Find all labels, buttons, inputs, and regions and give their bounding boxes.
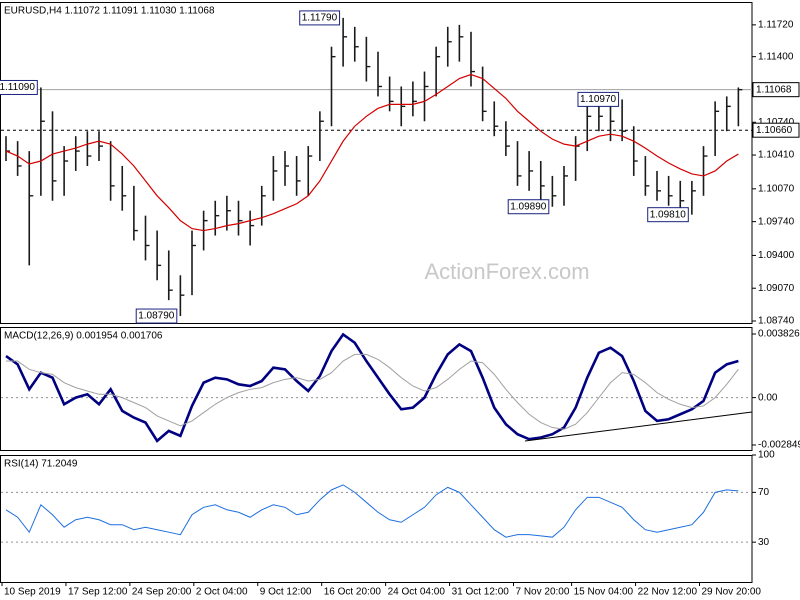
x-tick-label: 29 Nov 20:00 — [702, 587, 762, 598]
x-tick-label: 24 Oct 04:00 — [388, 587, 446, 598]
annotation-box — [647, 207, 689, 223]
annotation-label: 1.08790 — [138, 311, 175, 322]
panel-title: RSI(14) 71.2049 — [4, 459, 78, 470]
trendline — [524, 411, 753, 442]
price-level-box — [752, 122, 800, 138]
indicator-line — [5, 332, 739, 443]
annotation-box — [135, 308, 178, 324]
y-tick-label: 1.11400 — [758, 51, 794, 62]
panel-title: MACD(12,26,9) 0.001954 0.001706 — [4, 331, 163, 342]
panel-title: EURUSD,H4 1.11072 1.11091 1.11030 1.1106… — [4, 6, 215, 17]
y-tick-label: 1.09740 — [758, 216, 795, 227]
annotation-label: 1.11790 — [302, 13, 338, 24]
y-tick-label: 1.09070 — [758, 283, 795, 294]
y-tick-label: 70 — [758, 487, 770, 498]
x-tick-label: 9 Oct 12:00 — [260, 587, 312, 598]
x-tick-label: 24 Sep 20:00 — [132, 587, 192, 598]
moving-average — [5, 73, 739, 232]
plot-area: ActionForex.com 1.11090 1.08790 1.11790 1.09… — [0, 10, 752, 324]
x-tick-label: 31 Oct 12:00 — [452, 587, 510, 598]
plot-area — [1, 484, 752, 543]
y-tick-label: 30 — [758, 537, 770, 548]
price-level-box — [752, 82, 800, 98]
y-tick-label: 1.08740 — [758, 316, 795, 327]
x-tick-label: 16 Oct 20:00 — [324, 587, 382, 598]
y-tick-label: 1.10070 — [758, 183, 795, 194]
annotation-box — [299, 10, 341, 26]
panel-frame — [0, 455, 753, 583]
x-tick-label: 10 Sep 2019 — [4, 587, 61, 598]
x-tick-label: 7 Nov 20:00 — [516, 587, 570, 598]
price-level-label: 1.11068 — [756, 84, 792, 95]
annotation-label: 1.11090 — [0, 82, 35, 93]
indicator-line — [6, 353, 739, 430]
x-tick-label: 15 Nov 04:00 — [574, 587, 634, 598]
panel-frame — [0, 2, 753, 324]
y-tick-label: 1.10410 — [758, 150, 795, 161]
annotation-label: 1.09890 — [510, 201, 547, 212]
x-tick-label: 2 Oct 04:00 — [196, 587, 248, 598]
panel-frame — [0, 327, 753, 451]
y-tick-label: 1.11720 — [758, 20, 794, 31]
indicator-line — [5, 484, 739, 538]
x-tick-label: 22 Nov 12:00 — [638, 587, 698, 598]
annotation-box — [507, 199, 550, 215]
annotation-box — [0, 79, 38, 95]
annotation-label: 1.10970 — [580, 94, 617, 105]
y-tick-label: 0.003826 — [758, 329, 800, 340]
y-tick-label: 1.10740 — [758, 117, 795, 128]
y-tick-label: 0.00 — [758, 392, 778, 403]
y-tick-label: 1.09400 — [758, 250, 795, 261]
y-tick-label: 100 — [758, 450, 775, 461]
y-tick-label: -0.002849 — [758, 440, 800, 451]
plot-area — [1, 332, 752, 443]
price-level-label: 1.10660 — [756, 125, 793, 136]
watermark: ActionForex.com — [424, 259, 589, 284]
annotation-label: 1.09810 — [650, 209, 687, 220]
annotation-box — [577, 91, 620, 107]
x-tick-label: 17 Sep 12:00 — [68, 587, 128, 598]
